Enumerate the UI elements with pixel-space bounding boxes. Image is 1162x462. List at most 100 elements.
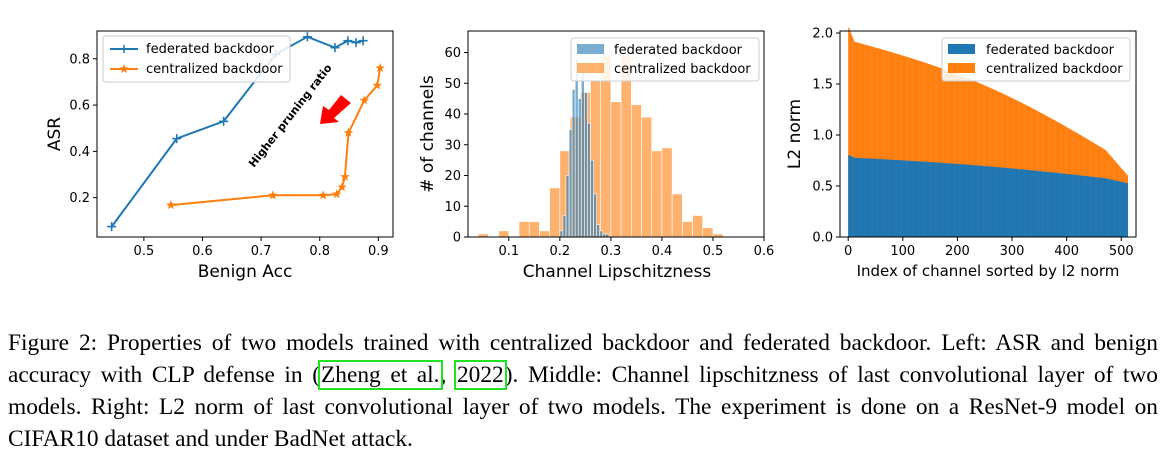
right-bar-federated	[937, 162, 940, 237]
middle-legend-swatch-federated	[577, 44, 604, 54]
middle-x-axis-label: Channel Lipschitzness	[523, 262, 712, 282]
right-bar-federated	[930, 162, 932, 237]
left-series-line-centralized	[170, 67, 382, 207]
right-bar-federated	[981, 165, 983, 237]
right-bar-centralized	[920, 61, 922, 238]
middle-bar-centralized	[661, 147, 673, 238]
left-point-centralized	[337, 182, 347, 192]
right-bar-federated	[923, 161, 925, 237]
right-bar-centralized	[969, 79, 971, 237]
right-bar-federated	[873, 158, 875, 237]
right-bar-centralized	[934, 66, 936, 237]
middle-y-axis-label: # of channels	[418, 75, 438, 193]
right-bar-federated	[1039, 171, 1041, 237]
right-bar-federated	[1057, 173, 1060, 237]
left-x-axis-label: Benign Acc	[198, 262, 293, 282]
right-bar-federated	[861, 158, 863, 237]
right-bar-federated	[968, 164, 970, 237]
right-bar-federated	[872, 158, 874, 237]
right-bar-federated	[938, 162, 941, 237]
right-bar-federated	[1088, 176, 1090, 237]
right-bar-federated	[957, 163, 959, 237]
right-bar-federated	[896, 160, 898, 237]
right-bar-centralized	[941, 68, 943, 237]
right-bar-federated	[912, 161, 914, 237]
right-bar-federated	[866, 158, 869, 237]
right-bar-centralized	[977, 82, 979, 237]
right-bar-federated	[870, 158, 872, 237]
right-bar-federated	[871, 158, 873, 237]
right-bar-federated	[960, 164, 962, 237]
right-bar-federated	[954, 163, 956, 237]
middle-axes-frame	[467, 30, 765, 238]
right-bar-federated	[1006, 168, 1008, 237]
middle-x-tick-label: 0.1	[498, 244, 519, 259]
right-bar-centralized	[919, 60, 921, 238]
citation-year-link[interactable]: 2022	[453, 360, 507, 390]
right-legend-swatch-federated	[948, 44, 975, 54]
right-bar-federated	[908, 160, 910, 237]
right-bar-federated	[910, 160, 912, 237]
right-bar-centralized	[859, 43, 861, 237]
right-bar-centralized	[984, 85, 987, 237]
citation-author-link[interactable]: Zheng et al.	[318, 360, 443, 390]
right-bar-federated	[977, 165, 979, 237]
right-bar-federated	[1034, 170, 1037, 237]
right-bar-federated	[1089, 176, 1091, 237]
right-bar-federated	[1033, 170, 1036, 237]
right-bar-federated	[1100, 177, 1102, 237]
right-bar-federated	[849, 155, 851, 237]
right-bar-federated	[907, 160, 909, 237]
right-bar-federated	[856, 157, 859, 237]
right-bar-federated	[1091, 176, 1094, 237]
right-x-tick-label: 400	[1054, 244, 1079, 259]
middle-bar-centralized	[682, 221, 693, 238]
left-point-centralized	[359, 95, 370, 105]
left-legend: federated backdoor centralized backdoor	[102, 35, 291, 83]
right-bar-federated	[973, 165, 976, 237]
right-y-tick-label: 1.5	[812, 78, 833, 93]
right-bar-federated	[902, 160, 905, 237]
right-bar-federated	[894, 159, 896, 237]
right-bar-federated	[903, 160, 906, 237]
right-bar-centralized	[957, 74, 959, 238]
right-bar-centralized	[885, 50, 887, 238]
right-bar-centralized	[983, 85, 985, 238]
right-bar-centralized	[932, 65, 934, 237]
right-bar-centralized	[989, 87, 991, 237]
right-bar-federated	[1046, 171, 1049, 237]
right-bar-centralized	[958, 74, 960, 237]
right-bar-federated	[941, 162, 943, 237]
right-bar-federated	[1025, 169, 1027, 237]
right-bar-federated	[942, 162, 944, 237]
left-point-federated	[343, 36, 353, 46]
right-bar-federated	[943, 162, 945, 237]
right-bar-federated	[862, 158, 864, 237]
right-bar-centralized	[871, 46, 873, 237]
right-bar-federated	[1081, 175, 1084, 237]
right-bar-federated	[1069, 174, 1072, 237]
right-bar-federated	[979, 165, 981, 237]
right-bar-federated	[984, 166, 987, 237]
right-bar-centralized	[922, 62, 924, 237]
right-bar-centralized	[887, 51, 889, 237]
right-bar-federated	[1125, 182, 1127, 237]
left-legend-marker-centralized	[119, 64, 129, 74]
right-bar-centralized	[963, 77, 966, 237]
right-bar-federated	[969, 164, 971, 237]
right-bar-federated	[1048, 172, 1050, 237]
right-bar-centralized	[955, 73, 957, 238]
right-bar-federated	[1073, 174, 1075, 237]
right-bar-centralized	[938, 67, 941, 237]
right-bar-federated	[1026, 169, 1028, 237]
right-bar-federated	[1003, 167, 1005, 237]
middle-bar-centralized	[539, 230, 550, 238]
middle-bar-centralized	[610, 101, 622, 238]
right-bar-centralized	[942, 68, 944, 237]
right-bar-federated	[1065, 173, 1067, 237]
right-bar-centralized	[910, 58, 912, 237]
middle-legend-swatch-centralized	[577, 63, 604, 73]
right-bar-centralized	[935, 66, 937, 238]
right-bar-centralized	[998, 92, 1001, 237]
right-bar-centralized	[865, 45, 867, 238]
